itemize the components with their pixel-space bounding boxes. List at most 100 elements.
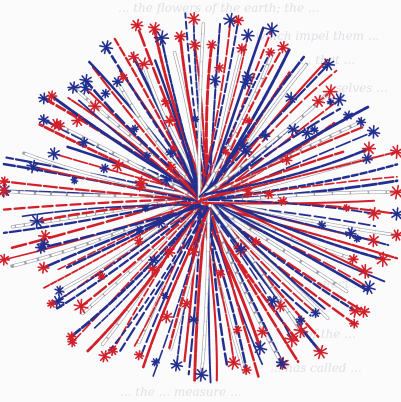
spark-star — [361, 280, 376, 295]
spark-star — [107, 345, 118, 357]
spark-star — [209, 74, 221, 87]
spark-star — [240, 145, 253, 158]
streak — [198, 63, 330, 198]
spark-star — [281, 154, 293, 166]
spark-star — [26, 159, 40, 174]
spark-star — [259, 130, 271, 141]
spark-star — [234, 242, 248, 256]
spark-star — [310, 125, 319, 135]
streak — [50, 198, 201, 305]
streak — [103, 193, 212, 358]
spark-star — [326, 98, 335, 106]
streak — [198, 23, 205, 202]
spark-star — [367, 206, 382, 221]
streak — [208, 107, 342, 197]
spark-star — [366, 233, 381, 248]
streak — [208, 195, 367, 273]
handwriting-line: ... the ... measure ... — [120, 385, 242, 399]
streak — [54, 123, 203, 202]
streak — [208, 203, 229, 368]
spark-star — [256, 326, 269, 339]
spark-star — [188, 314, 199, 326]
streak — [39, 203, 210, 250]
streak — [142, 202, 213, 369]
streak — [208, 202, 302, 332]
spark-star — [322, 84, 338, 99]
streak — [77, 99, 206, 204]
streak — [84, 79, 209, 200]
spark-star — [187, 244, 200, 258]
spark-star — [45, 90, 58, 102]
streak — [199, 19, 240, 199]
streak — [202, 150, 398, 201]
spark-star — [160, 97, 171, 108]
spark-star — [128, 51, 140, 63]
spark-star — [153, 30, 170, 46]
spark-star — [313, 344, 328, 360]
streak — [187, 194, 203, 376]
spark-star — [147, 263, 158, 275]
streak — [208, 199, 375, 215]
handwriting-line: ... the flowers of the earth; the ... — [118, 1, 319, 15]
spark-star — [284, 332, 300, 348]
streak — [79, 197, 208, 308]
spark-star — [265, 47, 276, 58]
streak — [199, 53, 273, 198]
streak — [199, 19, 232, 198]
spark-star — [216, 268, 226, 279]
spark-star — [389, 184, 401, 200]
spark-star — [151, 357, 160, 367]
spark-star — [206, 39, 218, 51]
spark-star — [232, 14, 244, 27]
handwriting-line: ... has called ... — [270, 361, 362, 375]
spark-star — [390, 229, 401, 242]
spark-star — [67, 81, 80, 94]
streak — [35, 200, 206, 223]
spark-star — [46, 299, 57, 309]
spark-star — [134, 350, 145, 361]
spark-star — [295, 315, 306, 326]
spark-star — [250, 236, 261, 247]
spark-star — [357, 263, 373, 279]
streak — [56, 195, 204, 271]
spark-star — [355, 116, 367, 127]
spark-star — [191, 115, 200, 123]
spark-star — [287, 123, 300, 136]
spark-star — [222, 147, 230, 156]
streak — [119, 204, 211, 352]
spark-star — [347, 253, 359, 265]
burst-stars — [0, 12, 401, 382]
spark-star — [361, 141, 377, 156]
spark-star — [241, 70, 255, 84]
spark-star — [232, 325, 243, 335]
spark-star — [275, 357, 288, 370]
spark-star — [99, 40, 114, 55]
spark-star — [70, 176, 79, 185]
spark-star — [0, 176, 10, 187]
streak — [203, 120, 363, 200]
spark-star — [293, 323, 309, 339]
spark-star — [73, 298, 89, 315]
spark-star — [332, 92, 347, 107]
spark-star — [99, 163, 110, 174]
spark-star — [253, 340, 268, 356]
spark-star — [189, 39, 201, 52]
spark-star — [317, 220, 327, 230]
streak — [207, 190, 399, 204]
streak — [208, 22, 222, 199]
spark-star — [66, 331, 77, 342]
streak — [203, 147, 371, 196]
spark-star — [277, 40, 290, 54]
handwriting-line: ... of the ... — [290, 327, 356, 341]
spark-star — [174, 30, 187, 43]
spark-star — [71, 114, 85, 128]
spark-star — [130, 18, 144, 32]
handwriting-line: ... which impel them ... — [240, 29, 379, 43]
spark-star — [51, 295, 65, 309]
streak — [91, 66, 203, 203]
spark-star — [342, 110, 354, 121]
spark-star — [165, 147, 176, 158]
spark-star — [160, 310, 174, 324]
